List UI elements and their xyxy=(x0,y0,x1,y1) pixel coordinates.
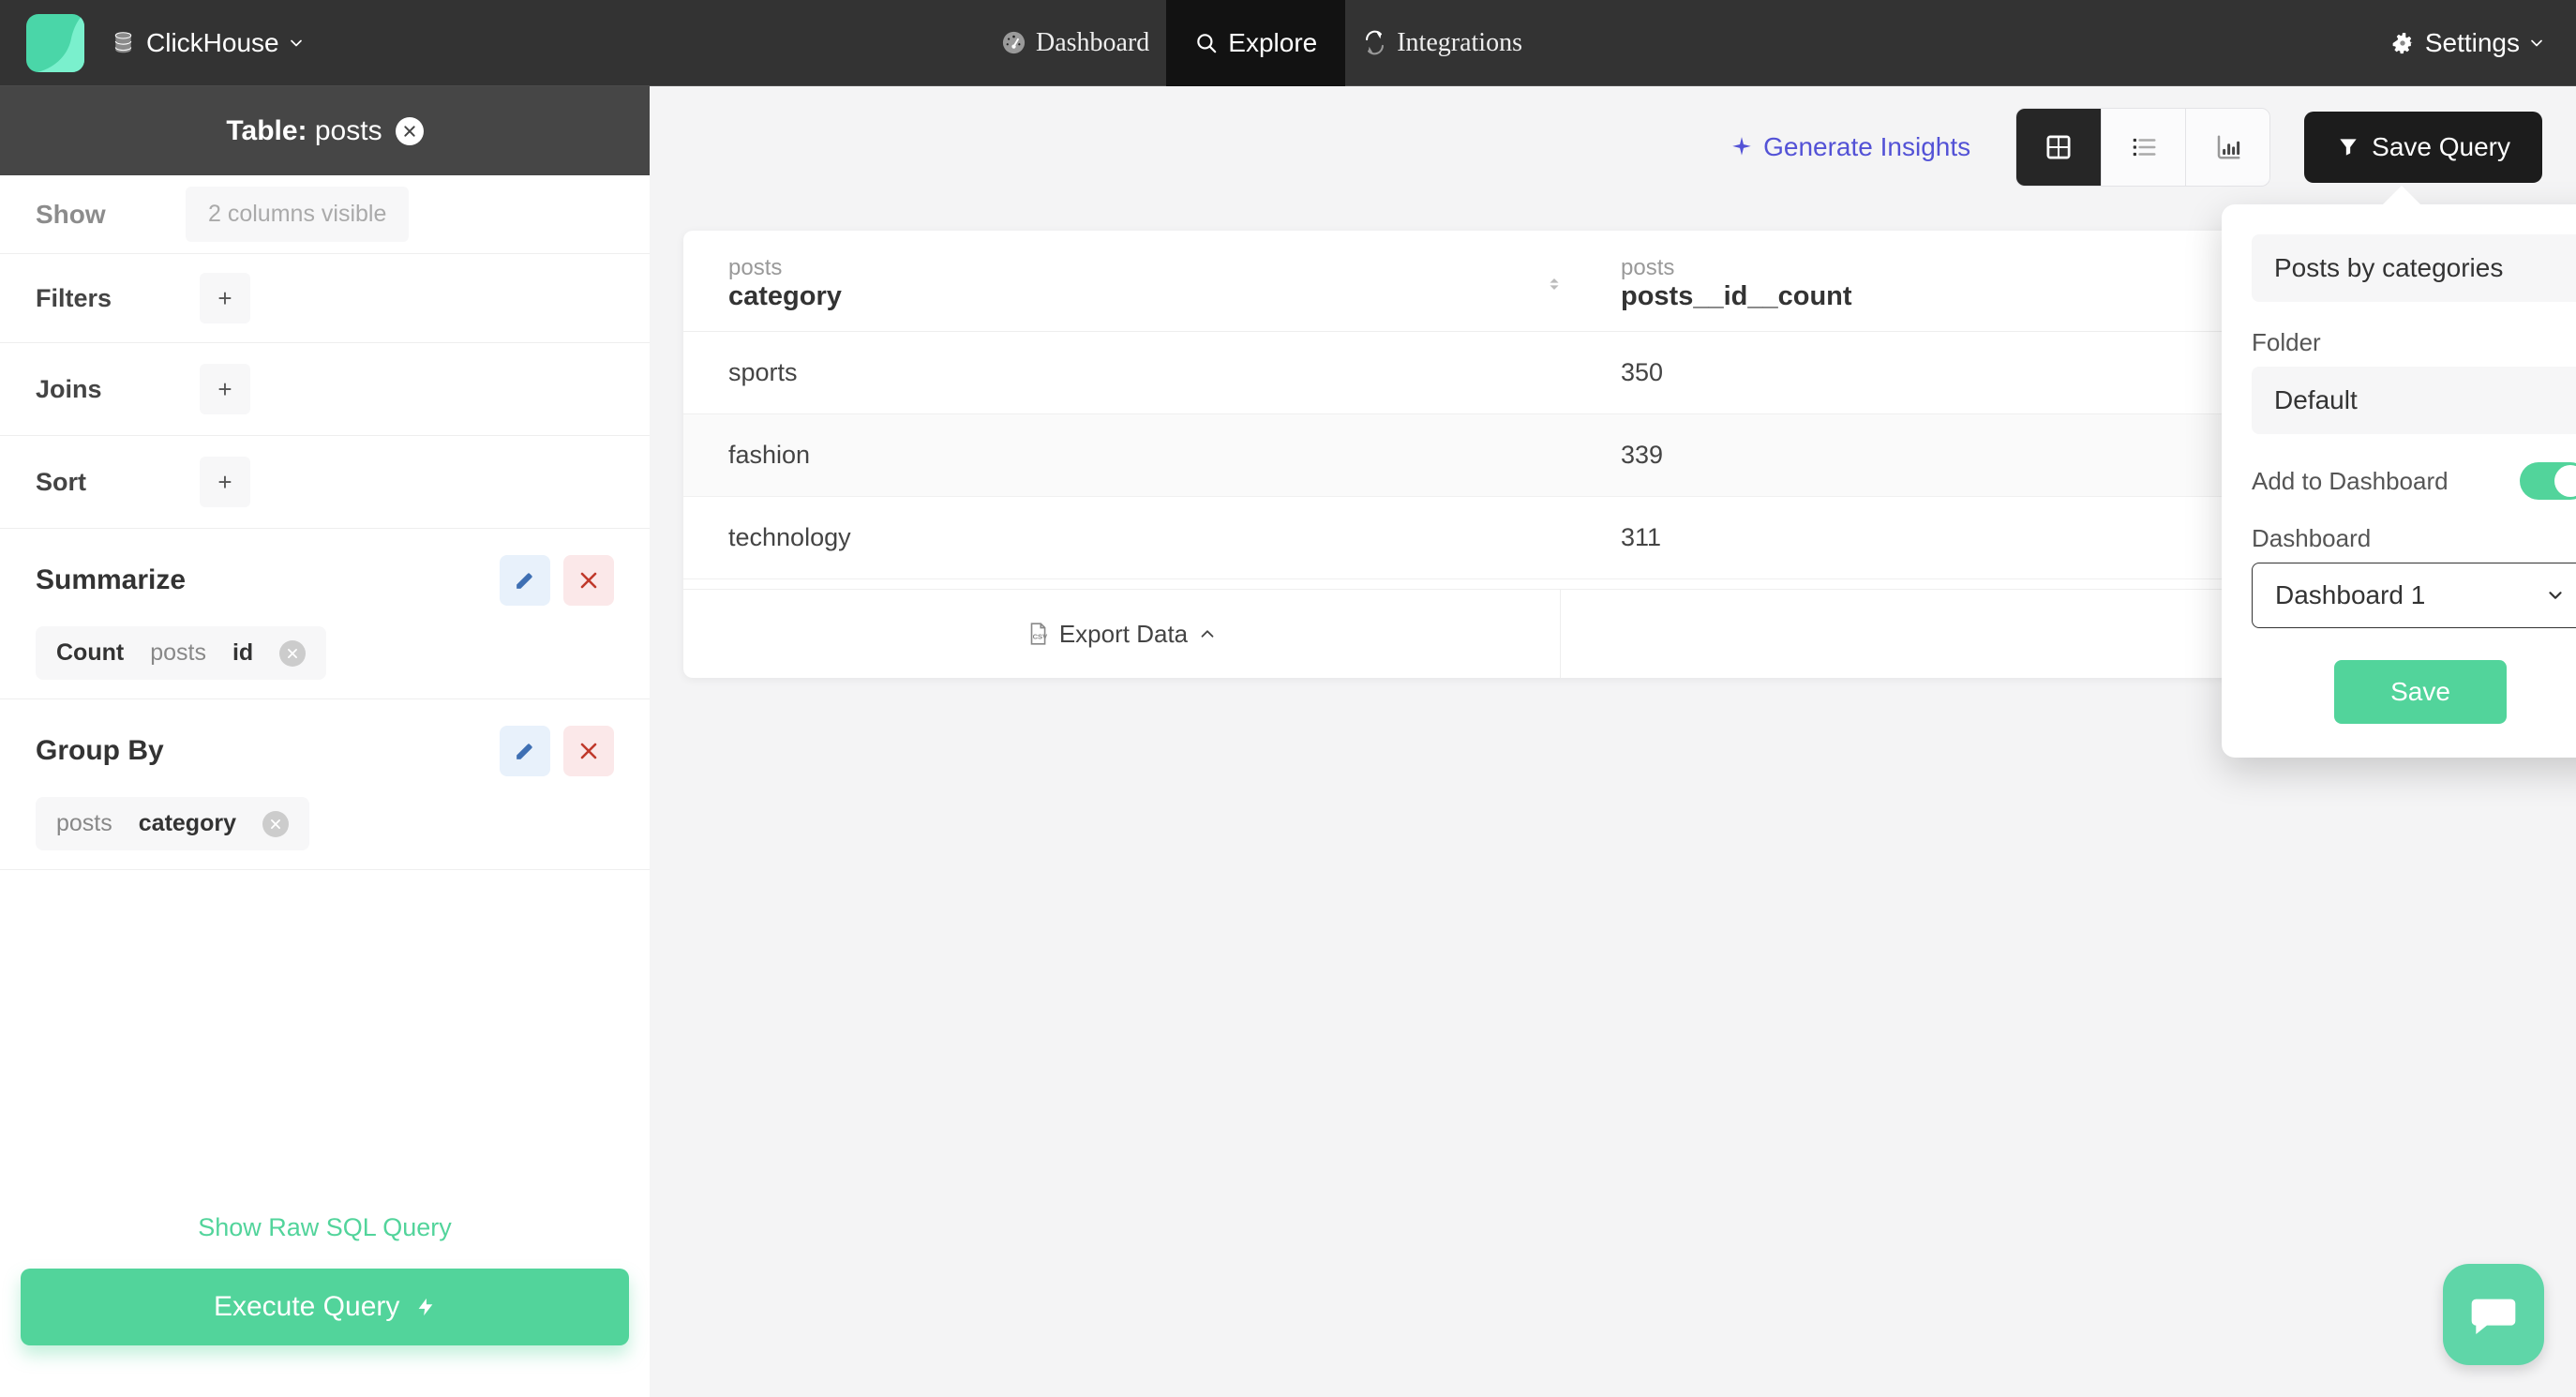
svg-text:CSV: CSV xyxy=(1032,632,1047,640)
